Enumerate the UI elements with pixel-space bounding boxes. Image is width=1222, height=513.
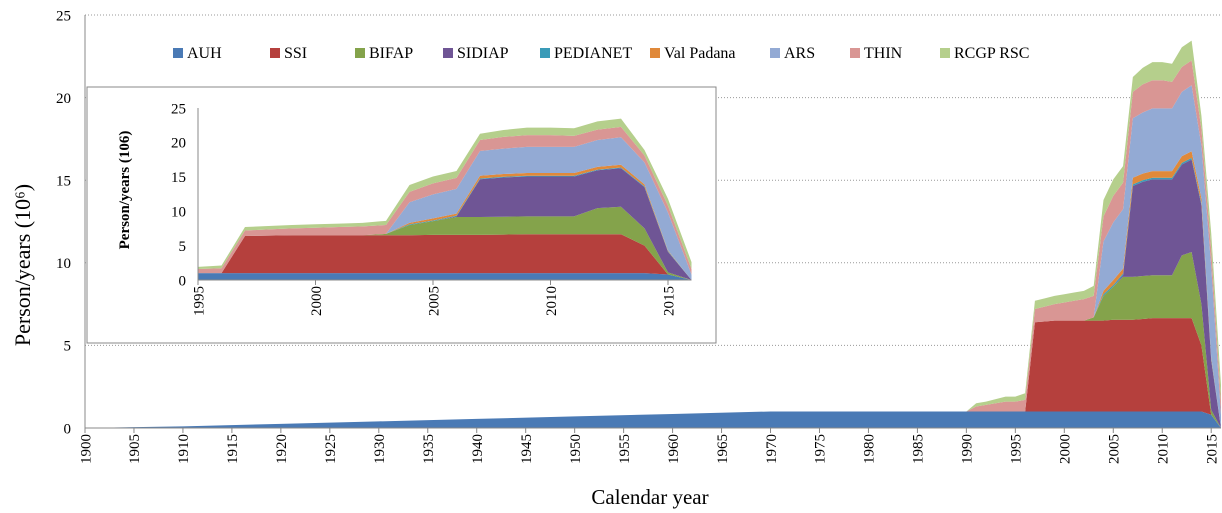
x-tick-label: 2005 [1107, 434, 1123, 464]
legend-label: SIDIAP [457, 45, 509, 62]
legend-swatch [650, 48, 660, 58]
x-tick-label: 2010 [1155, 434, 1171, 464]
area [198, 168, 692, 280]
x-tick-label: 2015 [661, 286, 677, 316]
legend-swatch [355, 48, 365, 58]
x-tick-label: 1995 [1009, 434, 1025, 464]
x-tick-label: 1915 [225, 434, 241, 464]
legend-label: ARS [784, 45, 815, 62]
areas [85, 40, 1221, 429]
legend-swatch [770, 48, 780, 58]
legend-label: RCGP RSC [954, 45, 1029, 62]
legend-swatch [850, 48, 860, 58]
x-tick-label: 1995 [191, 286, 207, 316]
y-axis-label: Person/years (106) [117, 131, 133, 250]
legend-label: PEDIANET [554, 45, 632, 62]
x-tick-label: 1960 [666, 434, 682, 464]
y-tick-label: 25 [56, 8, 71, 24]
x-tick-label: 1950 [568, 434, 584, 464]
x-tick-label: 1970 [764, 434, 780, 464]
x-axis-label: Calendar year [591, 485, 708, 509]
x-tick-label: 1900 [78, 434, 94, 464]
area [198, 234, 692, 280]
legend-swatch [173, 48, 183, 58]
x-tick-label: 2000 [309, 286, 325, 316]
legend-label: AUH [187, 45, 222, 62]
y-tick-label: 5 [179, 239, 187, 255]
x-tick-label: 2000 [1058, 434, 1074, 464]
x-tick-label: 1985 [911, 434, 927, 464]
legend-swatch [540, 48, 550, 58]
y-tick-label: 20 [56, 91, 71, 107]
legend-swatch [270, 48, 280, 58]
x-tick-label: 1905 [127, 434, 143, 464]
x-tick-label: 1925 [323, 434, 339, 464]
legend-label: Val Padana [664, 45, 736, 62]
area [85, 318, 1221, 428]
legend-label: THIN [864, 45, 903, 62]
y-tick-label: 5 [64, 339, 72, 355]
y-tick-label: 0 [64, 421, 72, 437]
x-tick-label: 1965 [715, 434, 731, 464]
y-tick-label: 10 [56, 256, 71, 272]
x-tick-label: 1935 [421, 434, 437, 464]
x-tick-label: 1910 [176, 434, 192, 464]
area [198, 273, 692, 280]
x-tick-label: 1955 [617, 434, 633, 464]
y-axis-label: Person/years (10⁶) [10, 184, 35, 346]
y-tick-label: 15 [56, 173, 71, 189]
y-tick-label: 25 [171, 101, 186, 117]
x-tick-label: 1990 [960, 434, 976, 464]
area [85, 411, 1221, 428]
area [198, 206, 692, 280]
legend-label: SSI [284, 45, 307, 62]
x-tick-label: 2005 [426, 286, 442, 316]
x-tick-label: 2010 [544, 286, 560, 316]
x-tick-label: 1940 [470, 434, 486, 464]
x-tick-label: 1945 [519, 434, 535, 464]
x-tick-label: 2015 [1204, 434, 1220, 464]
x-tick-label: 1920 [274, 434, 290, 464]
legend-label: BIFAP [369, 45, 413, 62]
x-tick-label: 1930 [372, 434, 388, 464]
x-tick-label: 1975 [813, 434, 829, 464]
area [198, 137, 692, 280]
legend-swatch [443, 48, 453, 58]
y-tick-label: 15 [171, 170, 186, 186]
y-tick-label: 20 [171, 136, 186, 152]
legend-swatch [940, 48, 950, 58]
y-tick-label: 0 [179, 273, 187, 289]
y-tick-label: 10 [171, 204, 186, 220]
x-tick-label: 1980 [862, 434, 878, 464]
areas [198, 118, 692, 280]
